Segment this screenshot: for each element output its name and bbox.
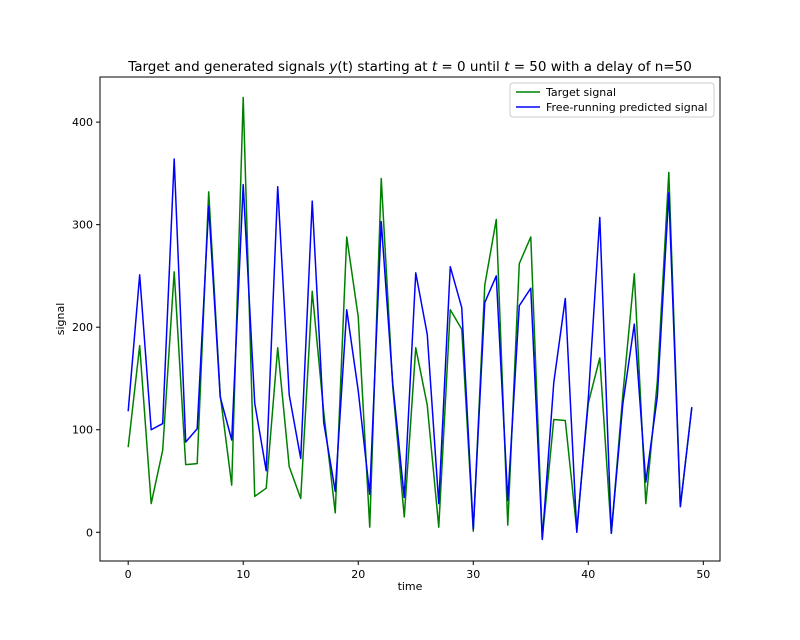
x-tick-label: 40 bbox=[581, 568, 595, 581]
y-tick-label: 300 bbox=[72, 219, 93, 232]
legend-label-predicted-signal: Free-running predicted signal bbox=[546, 101, 707, 114]
y-tick-label: 100 bbox=[72, 424, 93, 437]
x-tick-label: 50 bbox=[696, 568, 710, 581]
y-axis-ticks: 0 100 200 300 400 bbox=[72, 116, 100, 539]
x-tick-label: 10 bbox=[236, 568, 250, 581]
series-line-target-signal bbox=[127, 96, 693, 540]
legend-entries: Target signal Free-running predicted sign… bbox=[516, 86, 707, 114]
series-layer bbox=[127, 96, 693, 541]
x-axis-label: time bbox=[398, 580, 423, 593]
y-tick-label: 200 bbox=[72, 321, 93, 334]
legend-label-target-signal: Target signal bbox=[545, 86, 616, 99]
x-tick-label: 0 bbox=[125, 568, 132, 581]
y-tick-label: 0 bbox=[86, 526, 93, 539]
plot-area: 0 10 20 30 40 50 0 100 200 300 400 bbox=[72, 76, 721, 581]
axes-frame bbox=[99, 76, 721, 562]
x-tick-label: 30 bbox=[466, 568, 480, 581]
y-tick-label: 400 bbox=[72, 116, 93, 129]
y-axis-label: signal bbox=[54, 303, 67, 336]
series-line-predicted-signal bbox=[127, 158, 693, 541]
chart-title: Target and generated signals y(t) starti… bbox=[127, 59, 692, 75]
legend-box bbox=[509, 82, 715, 118]
legend: Target signal Free-running predicted sign… bbox=[509, 82, 715, 118]
x-tick-label: 20 bbox=[351, 568, 365, 581]
x-axis-ticks: 0 10 20 30 40 50 bbox=[125, 561, 710, 581]
